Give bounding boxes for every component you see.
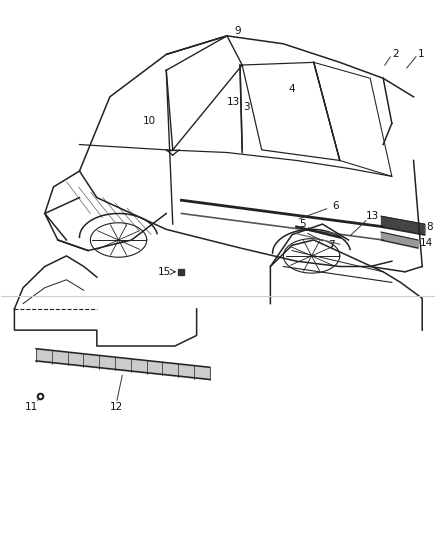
Text: 7: 7 (307, 233, 335, 251)
Text: 15: 15 (157, 267, 171, 277)
Text: 8: 8 (427, 222, 433, 232)
Text: 10: 10 (142, 116, 155, 126)
Text: 11: 11 (25, 402, 39, 412)
Text: 1: 1 (418, 50, 424, 59)
Text: 4: 4 (289, 84, 295, 94)
Text: 5: 5 (300, 219, 306, 229)
Text: 12: 12 (110, 402, 123, 412)
Text: 2: 2 (392, 50, 399, 59)
Text: 3: 3 (243, 102, 250, 112)
Text: 6: 6 (299, 200, 339, 219)
Text: 13: 13 (366, 211, 379, 221)
Text: 13: 13 (227, 97, 240, 107)
Text: 14: 14 (420, 238, 433, 248)
Text: 9: 9 (234, 26, 241, 36)
